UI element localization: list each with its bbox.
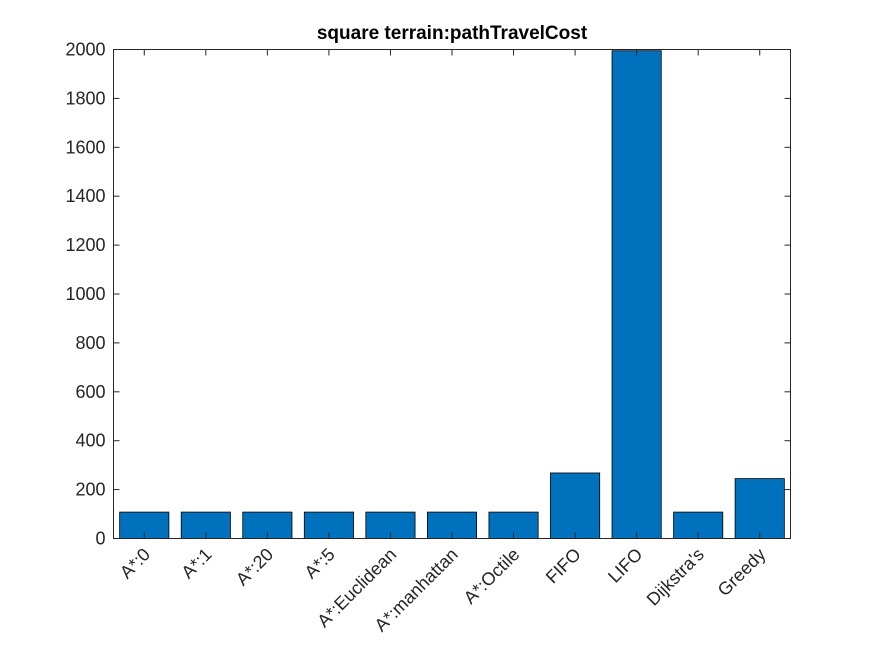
y-tick-label: 2000 [65, 40, 105, 60]
x-tick-label: A*:1 [177, 544, 215, 582]
x-tick-label: LIFO [604, 544, 646, 586]
y-tick-label: 600 [75, 382, 105, 402]
x-axis: A*:0 A*:1 A*:20 A*:5A*:EuclideanA*:manhatta… [116, 49, 770, 635]
y-tick-label: 1200 [65, 235, 105, 255]
y-tick-label: 1400 [65, 186, 105, 206]
x-tick-label: A*:20 [232, 544, 277, 589]
x-tick-label: FIFO [542, 544, 585, 587]
bar [611, 50, 662, 539]
x-tick-label: A*:Octile [460, 544, 524, 608]
x-tick-label: A*:0 [116, 544, 154, 582]
y-tick-label: 0 [95, 529, 105, 549]
y-tick-label: 400 [75, 431, 105, 451]
x-tick-label: Greedy [714, 544, 770, 600]
y-tick-label: 1600 [65, 137, 105, 157]
bar [734, 478, 785, 539]
x-tick-label: Dijkstra's [643, 544, 708, 609]
y-axis: 0 200 400 600 800 1000 1200 1400 1600 1800 2000 [65, 40, 791, 549]
chart-title: square terrain:pathTravelCost [317, 23, 588, 44]
y-tick-label: 1000 [65, 284, 105, 304]
bar [550, 472, 601, 539]
x-tick-label: A*:5 [301, 544, 339, 582]
bars-group [119, 50, 785, 539]
y-tick-label: 200 [75, 480, 105, 500]
y-tick-label: 800 [75, 333, 105, 353]
y-tick-label: 1800 [65, 88, 105, 108]
plot-area-frame [113, 49, 791, 539]
